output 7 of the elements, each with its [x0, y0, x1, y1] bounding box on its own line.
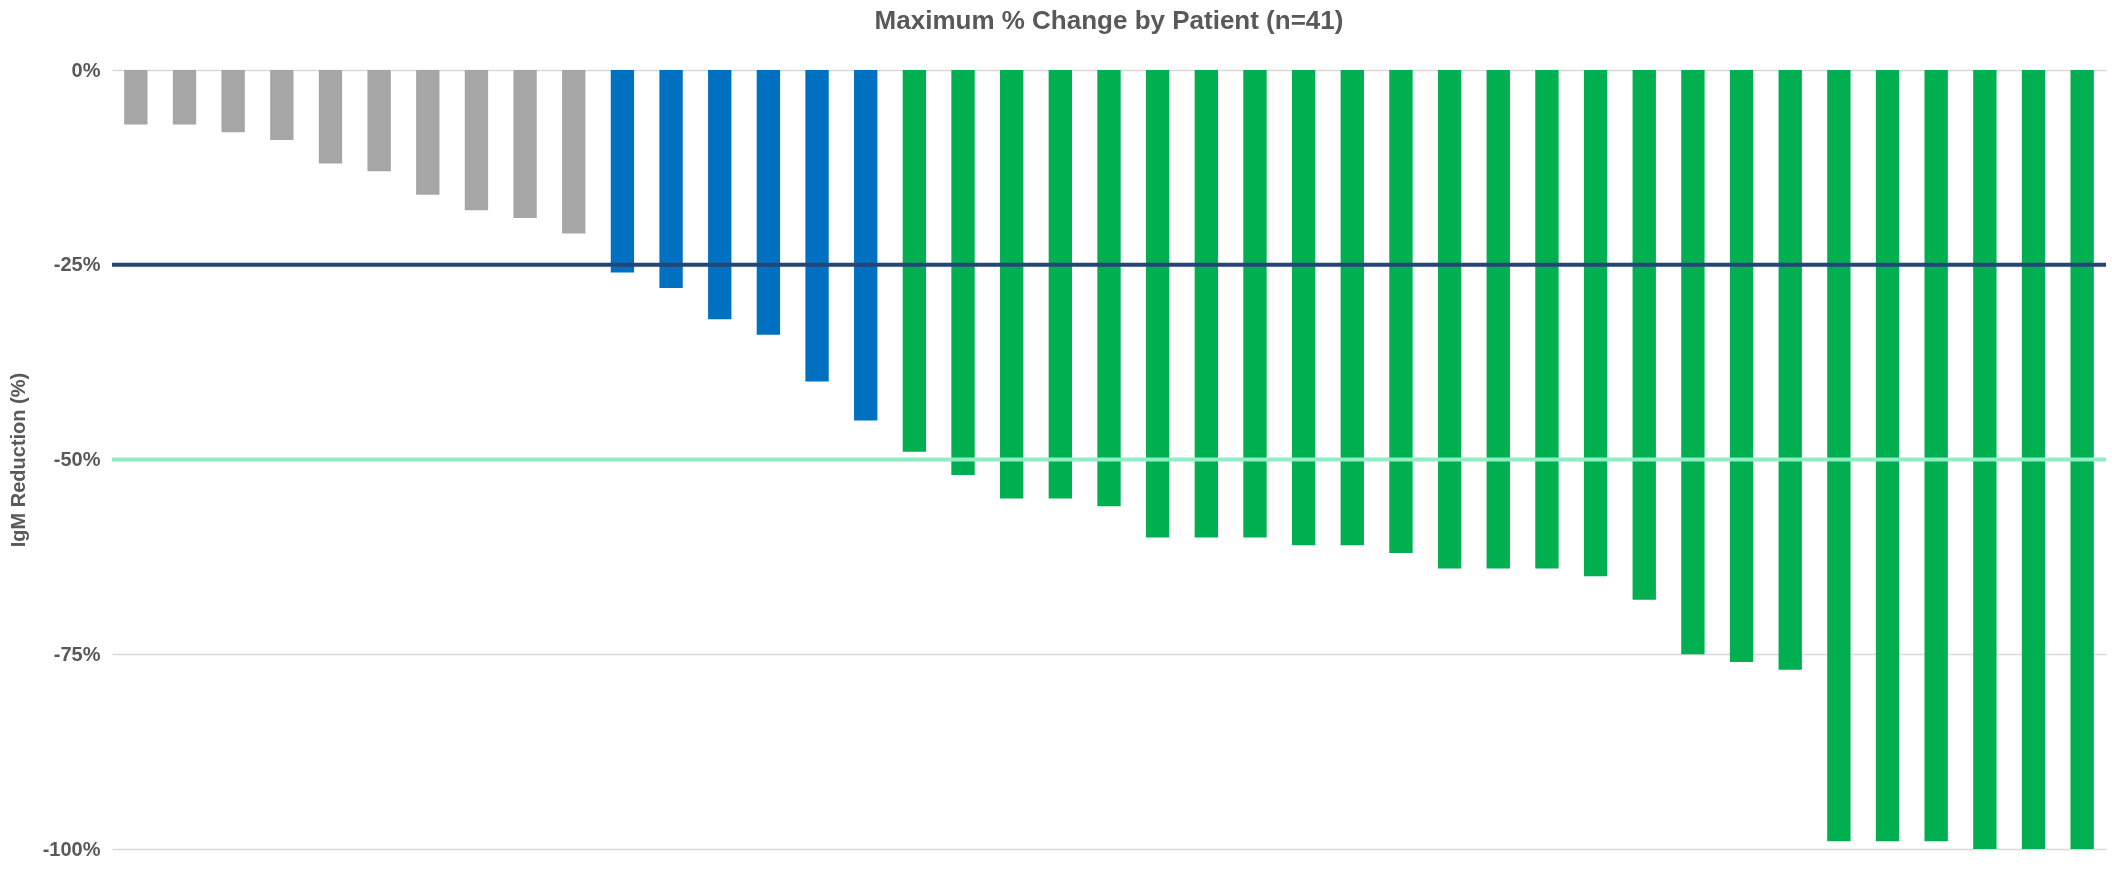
y-axis-title: IgM Reduction (%)	[6, 372, 29, 548]
chart-title: Maximum % Change by Patient (n=41)	[874, 5, 1344, 35]
y-tick-label: -75%	[53, 642, 101, 665]
y-tick-label: -50%	[53, 448, 101, 470]
y-tick-label: -25%	[53, 253, 101, 276]
y-tick-label: 0%	[71, 58, 101, 81]
y-tick-label: -100%	[42, 837, 101, 860]
